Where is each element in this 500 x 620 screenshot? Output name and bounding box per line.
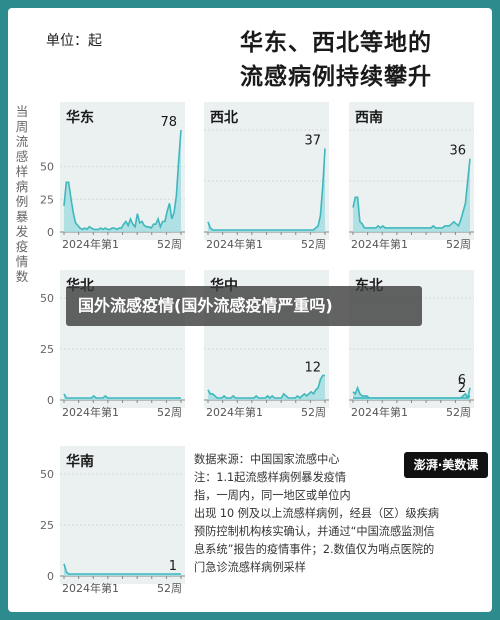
x-end-label: 52周 <box>301 238 326 251</box>
y-tick-label: 25 <box>40 343 54 356</box>
x-end-label: 52周 <box>446 406 471 419</box>
series-area-1 <box>64 130 181 232</box>
note-line-4: 预防控制机构核实确认，并通过“中国流感监测信 <box>194 525 435 538</box>
x-end-label: 52周 <box>157 406 182 419</box>
x-end-label: 52周 <box>446 238 471 251</box>
panel-bg-3 <box>349 102 474 240</box>
last-value-label: 6 <box>458 373 466 388</box>
last-value-label: 37 <box>304 133 321 148</box>
y-tick-label: 50 <box>40 161 54 174</box>
series-area-5 <box>208 375 325 400</box>
note-line-6: 门急诊流感样病例采样 <box>194 561 306 574</box>
last-value-label: 78 <box>160 115 177 130</box>
panel-bg-8 <box>60 446 185 584</box>
source-line: 数据来源：中国国家流感中心 <box>194 453 340 466</box>
x-start-label: 2024年第1 <box>351 405 408 419</box>
y-tick-label: 50 <box>40 292 54 305</box>
note-line-1: 注：1.1起流感样病例暴发疫情 <box>194 471 347 484</box>
panel-bg-1 <box>60 102 185 240</box>
series-line-2 <box>207 148 326 231</box>
series-line-3 <box>352 158 471 229</box>
y-tick-label: 0 <box>47 570 54 583</box>
last-value-label: 1 <box>169 559 177 574</box>
note-line-3: 出现 10 例及以上流感样病例，经县（区）级疾病 <box>194 507 440 520</box>
y-tick-label: 0 <box>47 226 54 239</box>
unit-label: 单位：起 <box>46 33 102 49</box>
series-area-7 <box>353 395 470 400</box>
series-line-8 <box>63 563 181 575</box>
y-axis-label: 当周流感样病例暴发疫情数 <box>15 104 29 284</box>
note-line-2: 指，一周内，同一地区或单位内 <box>194 489 351 502</box>
x-end-label: 52周 <box>301 406 326 419</box>
chart-title: 华东、西北等地的 流感病例持续攀升 <box>240 26 432 94</box>
panel-title: 华东 <box>66 109 94 126</box>
panel-title: 西北 <box>210 110 238 126</box>
x-start-label: 2024年第1 <box>62 237 119 251</box>
overlay-banner: 国外流感疫情(国外流感疫情严重吗) <box>66 286 422 326</box>
panel-bg-2 <box>204 102 329 240</box>
y-tick-label: 0 <box>47 394 54 407</box>
series-line-1 <box>63 129 182 231</box>
x-end-label: 52周 <box>157 238 182 251</box>
y-tick-label: 25 <box>40 519 54 532</box>
last-value-label: 36 <box>449 144 466 159</box>
panel-title: 华南 <box>66 453 94 470</box>
title-line-2: 流感病例持续攀升 <box>240 64 432 90</box>
y-tick-label: 50 <box>40 468 54 481</box>
footnote: 数据来源：中国国家流感中心 注：1.1起流感样病例暴发疫情 指，一周内，同一地区… <box>194 451 484 577</box>
series-line-4 <box>63 393 181 399</box>
series-line-7 <box>353 395 471 399</box>
x-start-label: 2024年第1 <box>351 237 408 251</box>
x-start-label: 2024年第1 <box>206 405 263 419</box>
panel-title: 西南 <box>355 109 383 126</box>
x-start-label: 2024年第1 <box>62 581 119 595</box>
x-start-label: 2024年第1 <box>62 405 119 419</box>
y-tick-label: 25 <box>40 193 54 206</box>
last-value-label: 2 <box>458 381 466 396</box>
last-value-label: 12 <box>304 361 321 376</box>
title-line-1: 华东、西北等地的 <box>240 30 432 56</box>
x-end-label: 52周 <box>157 582 182 595</box>
series-line-5 <box>207 374 325 400</box>
note-line-5: 息系统”报告的疫情事件；2.数值仅为哨点医院的 <box>194 543 435 556</box>
x-start-label: 2024年第1 <box>206 237 263 251</box>
brand-logo: 澎湃·美数课 <box>404 452 488 478</box>
